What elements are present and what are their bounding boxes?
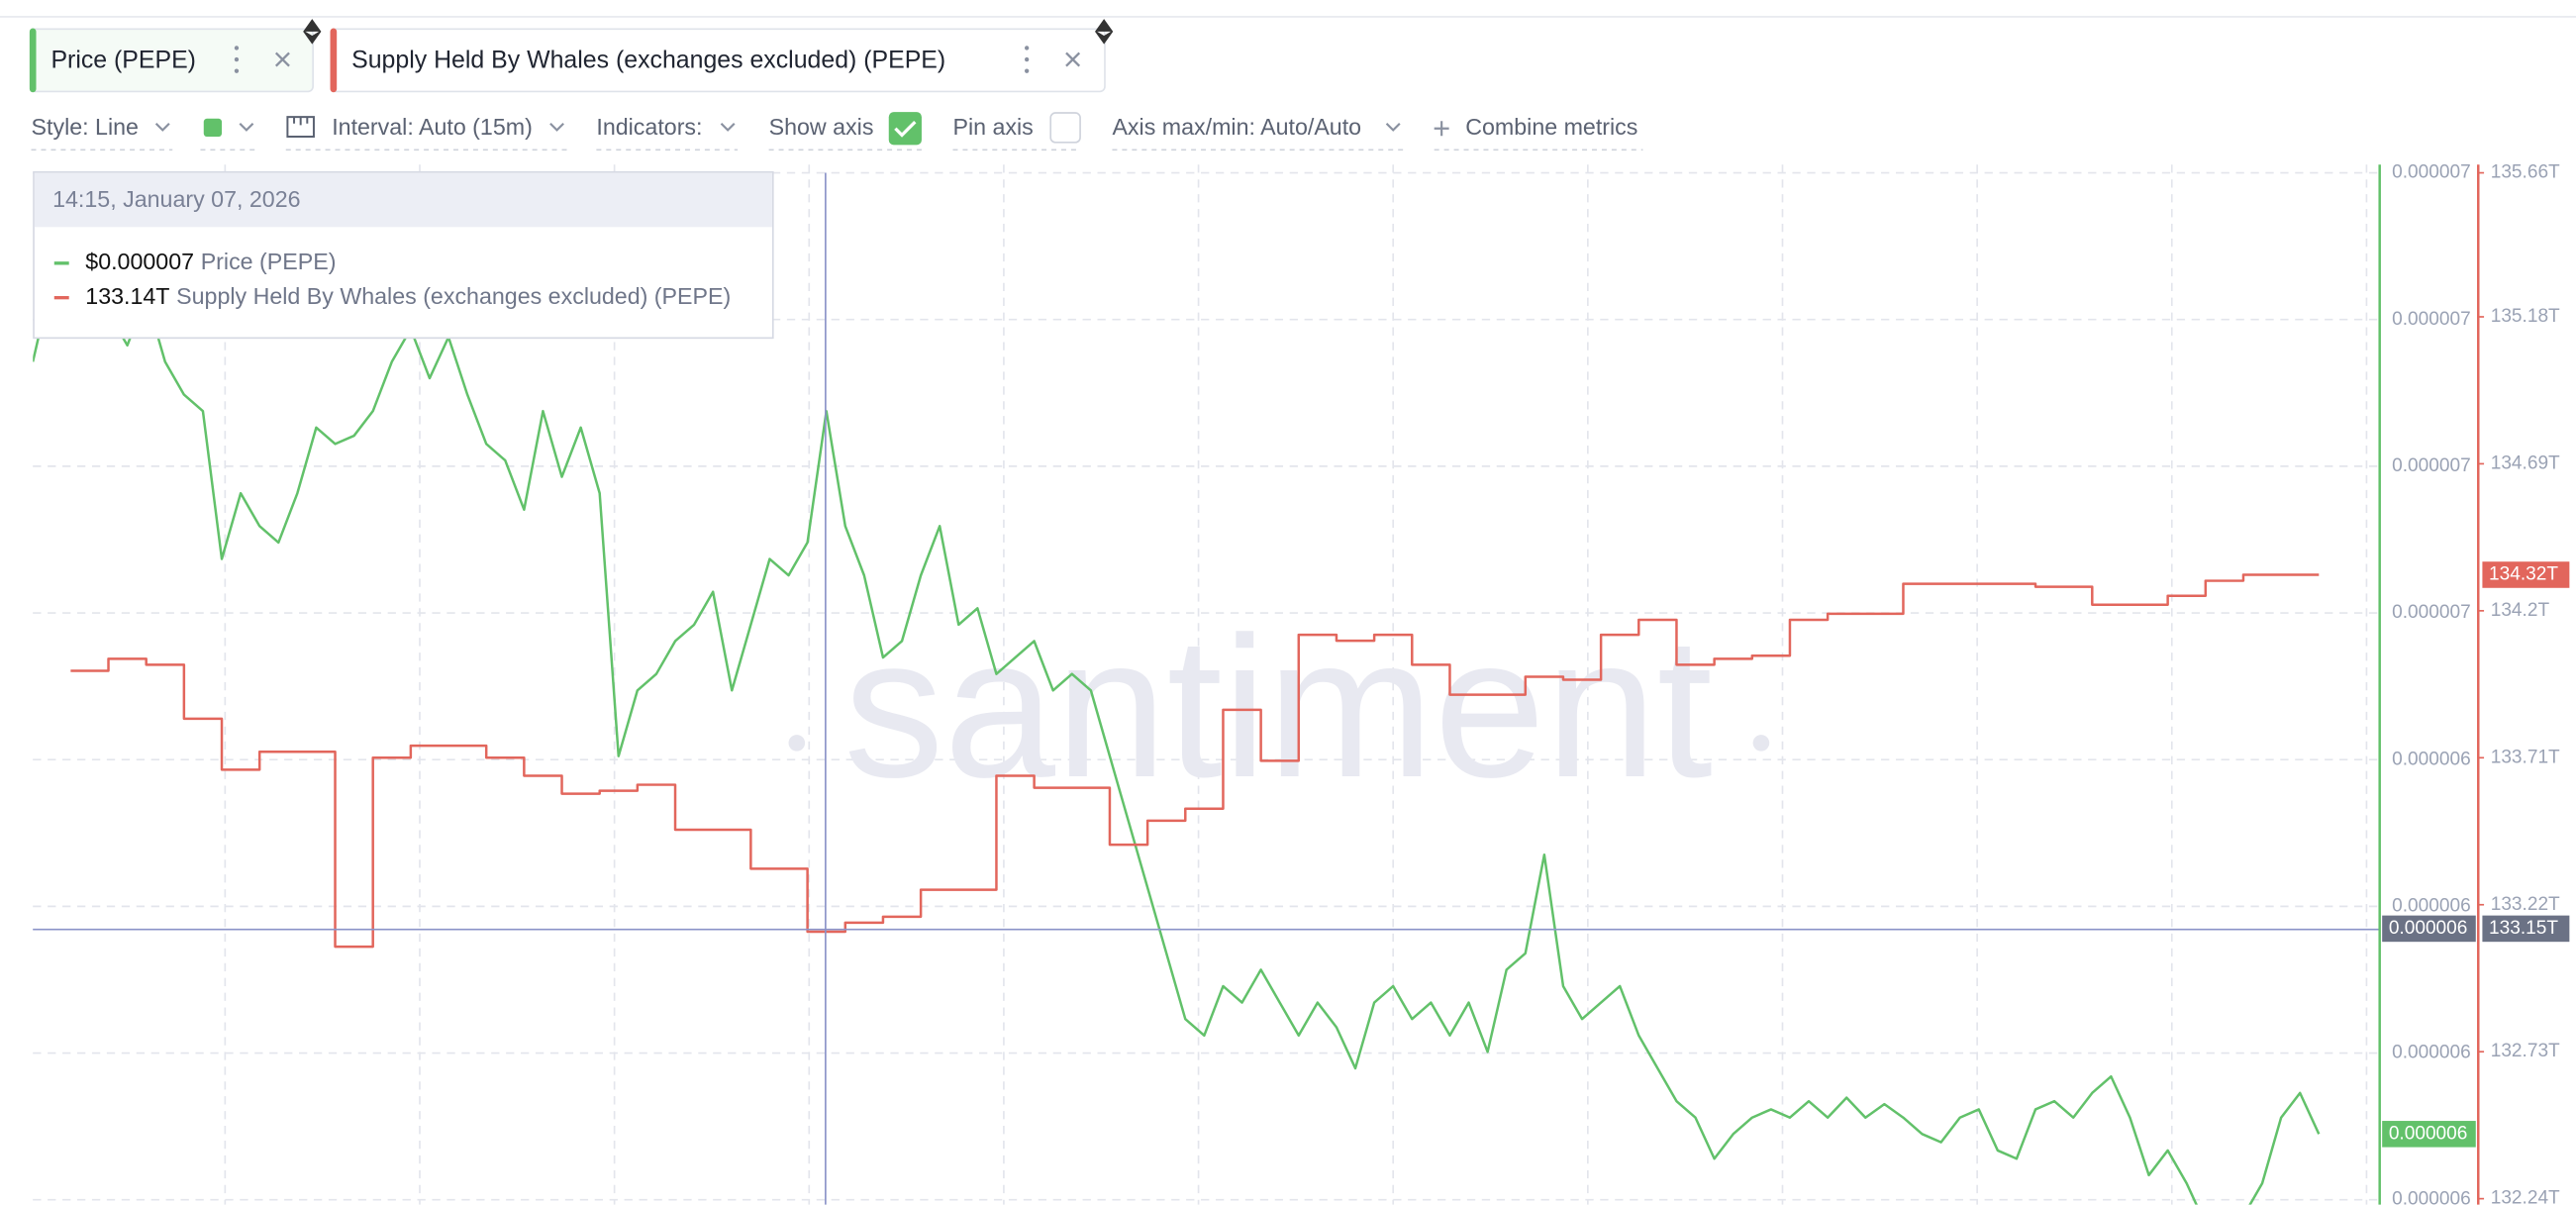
tab-menu[interactable] — [234, 46, 240, 73]
y-tick-label: 0.000007 — [2392, 455, 2471, 476]
last-value-badge — [2482, 561, 2570, 588]
interval-icon — [286, 116, 315, 139]
y2-tick-label: 135.66T — [2491, 162, 2560, 183]
crosshair — [33, 172, 2379, 1205]
show-axis-checkbox[interactable] — [888, 112, 922, 146]
toolbar-label: Interval: Auto (15m) — [332, 114, 533, 140]
toolbar-label: Combine metrics — [1465, 114, 1637, 140]
y-tick-label: 0.000006 — [2392, 895, 2471, 916]
last-value-label: 134.32T — [2489, 564, 2558, 585]
tab-color — [330, 28, 338, 93]
tab-close[interactable] — [274, 51, 290, 67]
crosshair-badge — [2382, 915, 2476, 943]
toolbar-label: Show axis — [769, 114, 874, 140]
toolbar-label: Axis max/min: Auto/Auto — [1112, 114, 1361, 140]
tab-color — [29, 28, 37, 93]
toolbar-label: Pin axis — [952, 114, 1033, 140]
chevrons — [154, 123, 1401, 132]
tooltip-series-name: Price (PEPE) — [201, 249, 337, 274]
y-tick-label: 0.000006 — [2392, 1189, 2471, 1205]
tooltip-date: 14:15, January 07, 2026 — [52, 186, 300, 212]
y2-tick-label: 134.69T — [2491, 452, 2560, 473]
crosshair-y-label: 0.000006 — [2389, 918, 2468, 939]
y2-tick-label: 135.18T — [2491, 306, 2560, 327]
toolbar-label: Indicators: — [596, 114, 702, 140]
crosshair-y2-label: 133.15T — [2489, 918, 2558, 939]
tab-close[interactable] — [1065, 51, 1081, 67]
y2-tick-label: 133.22T — [2491, 894, 2560, 915]
y-tick-label: 0.000006 — [2392, 1043, 2471, 1063]
y-tick-label: 0.000007 — [2392, 162, 2471, 183]
y2-tick-label: 133.71T — [2491, 747, 2560, 767]
plus-icon — [1434, 121, 1449, 137]
crosshair-badge — [2482, 915, 2570, 943]
tooltip-header — [34, 172, 772, 228]
tooltip-series-name: Supply Held By Whales (exchanges exclude… — [176, 283, 731, 309]
eth-icon — [303, 19, 322, 45]
toolbar-label: Style: Line — [32, 114, 139, 140]
last-value-label: 0.000006 — [2389, 1123, 2468, 1144]
watermark: santiment — [788, 595, 1770, 819]
tab-label: Price (PEPE) — [50, 46, 196, 73]
tab-label: Supply Held By Whales (exchanges exclude… — [351, 46, 945, 73]
color-picker[interactable] — [203, 118, 223, 138]
y2-tick-label: 132.24T — [2491, 1188, 2560, 1205]
toolbar: Style: Line Interval: Auto (15m) Indicator… — [31, 112, 1643, 151]
series-line — [70, 573, 2320, 949]
y-tick-label: 0.000007 — [2392, 602, 2471, 623]
check — [894, 120, 917, 138]
eth-icon — [1095, 19, 1114, 45]
tooltip-value: $0.000007 — [85, 249, 194, 274]
watermark-text: santiment — [843, 595, 1713, 819]
pin-axis-checkbox[interactable] — [1049, 112, 1081, 144]
metric-tab[interactable]: Supply Held By Whales (exchanges exclude… — [330, 28, 1106, 93]
axes: 0.000007 0.000007 0.000007 0.000007 0.000006… — [2378, 162, 2570, 1205]
tooltip: 14:15, January 07, 2026 $0.000007 Price (… — [33, 170, 774, 340]
y2-tick-label: 134.2T — [2491, 600, 2550, 621]
tab-menu[interactable] — [1024, 46, 1030, 73]
metric-tab[interactable]: Price (PEPE) — [29, 28, 314, 93]
y-tick-label: 0.000007 — [2392, 309, 2471, 330]
y2-tick-label: 132.73T — [2491, 1041, 2560, 1061]
last-value-badge — [2382, 1121, 2476, 1148]
tooltip-value: 133.14T — [85, 283, 169, 309]
y-tick-label: 0.000006 — [2392, 749, 2471, 769]
